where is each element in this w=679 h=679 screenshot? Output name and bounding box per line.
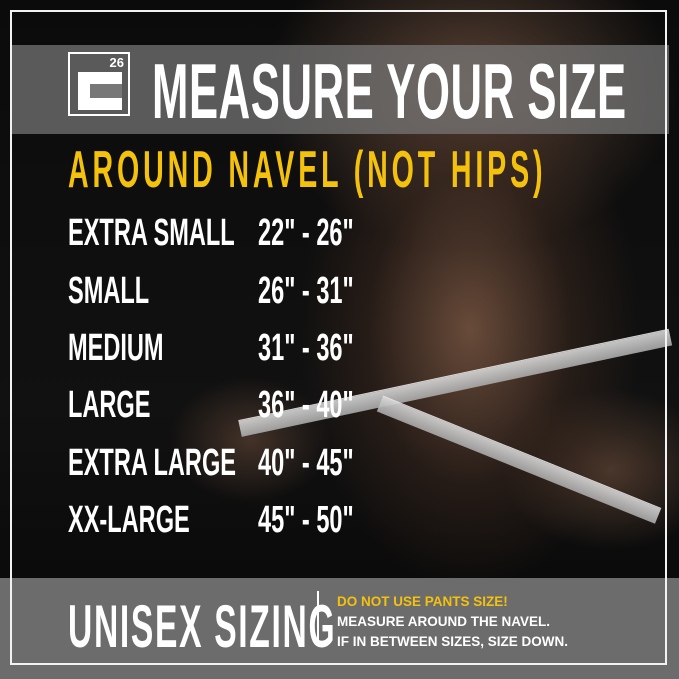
size-label: XX-LARGE <box>68 499 190 541</box>
sizing-notes: DO NOT USE PANTS SIZE! MEASURE AROUND TH… <box>337 592 568 652</box>
size-range: 36" - 40" <box>258 384 354 426</box>
logo-e-icon <box>78 72 122 110</box>
logo-number: 26 <box>109 55 124 70</box>
size-label: LARGE <box>68 384 151 426</box>
size-range: 26" - 31" <box>258 270 354 312</box>
brand-logo: 26 <box>68 52 130 116</box>
white-frame <box>10 10 667 665</box>
subtitle: AROUND NAVEL (NOT HIPS) <box>68 141 547 199</box>
page-title: MEASURE YOUR SIZE <box>152 47 627 135</box>
divider <box>317 591 319 643</box>
size-range: 40" - 45" <box>258 442 354 484</box>
size-range: 31" - 36" <box>258 327 354 369</box>
unisex-sizing-title: UNISEX SIZING <box>68 593 337 660</box>
footer-band <box>0 578 679 679</box>
size-label: EXTRA LARGE <box>68 442 236 484</box>
note-line: IF IN BETWEEN SIZES, SIZE DOWN. <box>337 634 569 649</box>
size-label: SMALL <box>68 270 150 312</box>
size-range: 22" - 26" <box>258 212 354 254</box>
note-line: MEASURE AROUND THE NAVEL. <box>337 614 551 629</box>
warning-text: DO NOT USE PANTS SIZE! <box>337 594 508 609</box>
size-label: EXTRA SMALL <box>68 212 235 254</box>
size-label: MEDIUM <box>68 327 164 369</box>
size-range: 45" - 50" <box>258 499 354 541</box>
